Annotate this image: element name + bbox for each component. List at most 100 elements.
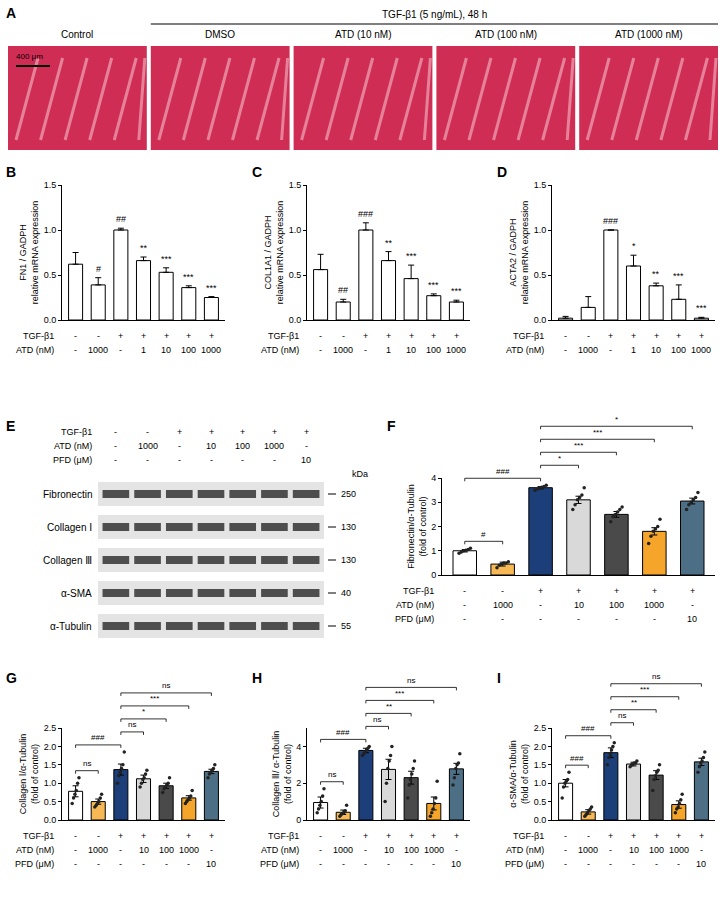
svg-text:**: ** [386,702,392,711]
svg-text:*: * [615,415,618,424]
svg-text:1000: 1000 [333,345,353,355]
svg-text:***: *** [451,286,462,296]
svg-text:0.0: 0.0 [534,815,547,825]
svg-text:COL1A1 / GADPHrelative mRNA ex: COL1A1 / GADPHrelative mRNA expression [263,201,285,305]
svg-text:+: + [576,586,581,596]
svg-text:-: - [178,455,181,465]
svg-text:10: 10 [406,345,416,355]
svg-text:-: - [114,441,117,451]
svg-text:-: - [114,427,117,437]
svg-text:Fibronectin/α-Tubulin(fold of: Fibronectin/α-Tubulin(fold of control) [406,484,428,568]
svg-text:10: 10 [384,845,394,855]
svg-text:-: - [564,845,567,855]
svg-text:-: - [463,586,466,596]
svg-text:-: - [615,614,618,624]
svg-text:Collagen Ⅰ: Collagen Ⅰ [47,522,92,533]
svg-text:-: - [432,859,435,869]
svg-text:ns: ns [618,711,626,720]
svg-text:+: + [409,831,414,841]
svg-text:ns: ns [373,715,381,724]
svg-text:Fibronectin: Fibronectin [43,489,92,500]
svg-text:-: - [97,331,100,341]
svg-text:PFD (μM): PFD (μM) [53,455,92,465]
svg-text:ATD (nM): ATD (nM) [16,845,54,855]
svg-text:+: + [363,331,368,341]
svg-text:Control: Control [61,29,93,40]
svg-text:TGF-β1: TGF-β1 [403,586,434,596]
svg-text:400 μm: 400 μm [16,52,43,61]
svg-text:10: 10 [696,859,706,869]
svg-text:1000: 1000 [88,845,108,855]
svg-text:0.0: 0.0 [534,315,547,325]
svg-text:-: - [319,859,322,869]
svg-text:10: 10 [574,600,584,610]
svg-text:***: *** [206,283,217,293]
svg-text:α-SMA/α-Tubulin(fold of contro: α-SMA/α-Tubulin(fold of control) [508,740,530,808]
svg-text:100: 100 [181,345,196,355]
svg-text:-: - [501,586,504,596]
svg-text:*: * [142,707,145,716]
svg-text:2.0: 2.0 [534,742,547,752]
svg-text:0.5: 0.5 [44,797,57,807]
svg-text:100: 100 [609,600,624,610]
svg-text:-: - [564,859,567,869]
svg-text:ATD (nM): ATD (nM) [16,345,54,355]
svg-text:-: - [97,831,100,841]
svg-text:-: - [305,441,308,451]
svg-text:1.0: 1.0 [44,778,57,788]
svg-text:0.5: 0.5 [289,270,302,280]
svg-text:2: 2 [296,778,301,788]
svg-text:+: + [608,831,613,841]
svg-text:**: ** [385,238,393,248]
svg-text:+: + [386,831,391,841]
svg-text:1.0: 1.0 [534,225,547,235]
svg-text:4: 4 [296,742,301,752]
svg-text:-: - [319,345,322,355]
svg-text:1000: 1000 [138,441,158,451]
svg-text:-: - [342,831,345,841]
svg-text:+: + [409,331,414,341]
svg-text:+: + [614,586,619,596]
svg-text:1.5: 1.5 [44,180,57,190]
svg-text:3: 3 [431,497,436,507]
svg-text:-: - [273,455,276,465]
svg-text:ATD (10 nM): ATD (10 nM) [335,29,392,40]
svg-text:10: 10 [687,614,697,624]
svg-text:1000: 1000 [578,345,598,355]
svg-text:+: + [186,831,191,841]
svg-text:TGF-β1: TGF-β1 [23,831,54,841]
svg-text:FN1 / GADPHrelative mRNA expre: FN1 / GADPHrelative mRNA expression [18,201,40,305]
svg-text:α-Tubulin: α-Tubulin [50,621,92,632]
svg-text:1.0: 1.0 [44,225,57,235]
svg-text:-: - [564,345,567,355]
svg-text:-: - [364,345,367,355]
svg-text:0: 0 [431,570,436,580]
svg-text:ns: ns [652,672,660,681]
svg-text:ATD (1000 nM): ATD (1000 nM) [615,29,683,40]
svg-text:-: - [653,614,656,624]
svg-text:+: + [177,427,182,437]
svg-text:+: + [699,831,704,841]
svg-text:1000: 1000 [691,345,711,355]
svg-text:-: - [539,600,542,610]
svg-text:-: - [364,859,367,869]
svg-text:#: # [481,530,486,539]
svg-text:*: * [558,454,561,463]
svg-text:-: - [387,859,390,869]
svg-text:1000: 1000 [644,600,664,610]
svg-text:-: - [587,859,590,869]
svg-text:100: 100 [426,345,441,355]
svg-text:TGF-β1 (5 ng/mL), 48 h: TGF-β1 (5 ng/mL), 48 h [382,9,487,20]
svg-text:+: + [676,831,681,841]
svg-text:1000: 1000 [264,441,284,451]
svg-text:α-SMA: α-SMA [61,588,92,599]
svg-text:-: - [74,331,77,341]
svg-text:-: - [146,455,149,465]
svg-text:###: ### [603,216,618,226]
svg-text:10: 10 [301,455,311,465]
svg-text:1: 1 [141,345,146,355]
svg-text:2.5: 2.5 [534,723,547,733]
svg-text:-: - [74,831,77,841]
svg-text:###: ### [496,467,510,476]
svg-text:+: + [141,331,146,341]
